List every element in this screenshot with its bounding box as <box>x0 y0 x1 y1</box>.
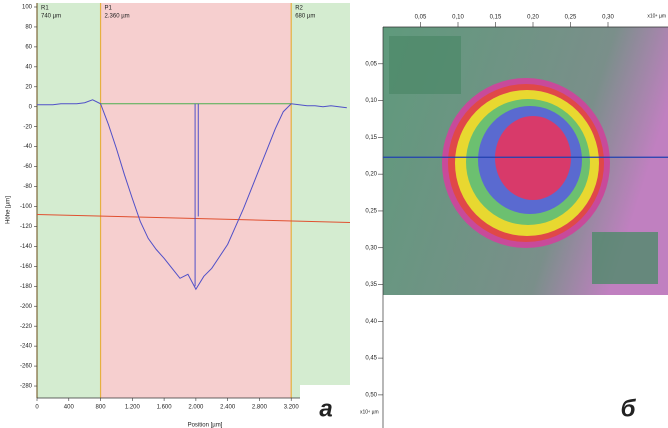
reference-area <box>389 36 461 94</box>
y-tick-label: -260 <box>20 364 33 370</box>
y-tick-label: -240 <box>20 344 33 350</box>
panel-label: б <box>621 395 637 422</box>
x-tick-label: 1.200 <box>125 405 141 411</box>
x-tick-label: 2.800 <box>252 405 268 411</box>
region-width: 740 µm <box>41 14 61 20</box>
region-width: 2.360 µm <box>105 14 130 20</box>
y-tick-label: 0,05 <box>365 61 377 67</box>
x-tick-label: 0,05 <box>415 15 427 21</box>
y-tick-label: -120 <box>20 224 33 230</box>
y-tick-label: -140 <box>20 244 33 250</box>
x-tick-label: 3.200 <box>284 405 300 411</box>
y-ruler <box>357 0 383 428</box>
y-tick-label: -220 <box>20 324 33 330</box>
y-tick-label: 0,25 <box>365 209 377 215</box>
y-tick-label: -200 <box>20 304 33 310</box>
depth-line <box>36 213 351 223</box>
region-name: R2 <box>295 6 303 12</box>
x-tick-label: 0,30 <box>602 15 614 21</box>
profile-panel: R1 740 µm P1 2.360 µm R2 680 µm 100 80 60 40 20 0 -2… <box>6 3 352 428</box>
reference-area <box>592 232 658 284</box>
y-tick-label: 0,45 <box>365 356 377 362</box>
x-axis-label: Position [µm] <box>188 423 223 428</box>
x-tick-label: 0,25 <box>565 15 577 21</box>
crater-center <box>495 116 571 200</box>
x-tick-label: 0,10 <box>452 15 464 21</box>
y-tick-label: 40 <box>25 64 32 70</box>
y-tick-label: 0,30 <box>365 245 377 251</box>
y-tick-label: -80 <box>23 184 32 190</box>
region-name: R1 <box>41 6 49 12</box>
y-tick-label: -60 <box>23 164 32 170</box>
x-tick-label: 0 <box>35 405 39 411</box>
y-unit-label: x10⁴ µm <box>360 409 379 415</box>
y-tick-label: 100 <box>22 5 33 11</box>
y-tick-label: 60 <box>25 44 32 50</box>
y-tick-label: -20 <box>23 124 32 130</box>
x-tick-label: 800 <box>96 405 107 411</box>
x-tick-label: 2.400 <box>220 405 236 411</box>
x-tick-label: 1.600 <box>157 405 173 411</box>
y-tick-label: -280 <box>20 384 33 390</box>
y-tick-label: 0,50 <box>365 392 377 398</box>
y-tick-label: 0,20 <box>365 172 377 178</box>
y-tick-label: 80 <box>25 25 32 31</box>
x-ruler <box>357 0 668 27</box>
label-box <box>300 385 352 428</box>
x-unit-label: x10⁴ µm <box>647 13 666 19</box>
y-tick-label: -100 <box>20 204 33 210</box>
panel-label: а <box>319 395 332 422</box>
profile-line <box>37 99 347 291</box>
map-panel: 0,05 0,10 0,15 0,20 0,25 0,30 0,05 0,10 0,15 0,20… <box>357 0 668 428</box>
region <box>291 3 350 398</box>
region <box>37 3 101 398</box>
y-tick-label: 0,10 <box>365 98 377 104</box>
region-name: P1 <box>105 6 113 12</box>
x-tick-label: 400 <box>64 405 75 411</box>
y-tick-label: 0,40 <box>365 319 377 325</box>
region <box>100 3 292 398</box>
y-axis-label: Höhe [µm] <box>6 196 12 224</box>
x-tick-label: 0,20 <box>527 15 539 21</box>
y-tick-label: -160 <box>20 264 33 270</box>
y-tick-label: -180 <box>20 284 33 290</box>
x-tick-label: 2.000 <box>188 405 204 411</box>
y-tick-label: 0,15 <box>365 135 377 141</box>
y-tick-label: 20 <box>25 84 32 90</box>
x-tick-label: 0,15 <box>490 15 502 21</box>
y-tick-label: 0 <box>29 104 33 110</box>
y-tick-label: 0,35 <box>365 282 377 288</box>
y-tick-label: -40 <box>23 144 32 150</box>
region-width: 680 µm <box>295 14 315 20</box>
